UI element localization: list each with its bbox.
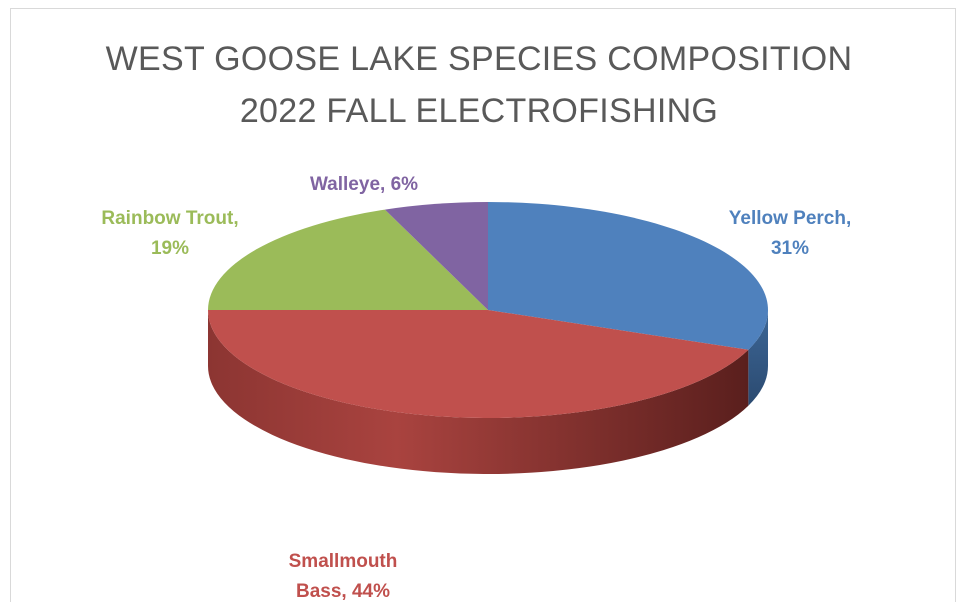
slice-walleye xyxy=(384,202,488,310)
slice-yellow-perch-label: Yellow Perch, 31% xyxy=(729,208,852,259)
chart-subtitle: 2022 FALL ELECTROFISHING xyxy=(239,92,719,130)
slice-yellow-perch xyxy=(488,202,768,350)
slice-rainbow-trout xyxy=(208,209,488,310)
slice-smallmouth-bass-label: Smallmouth Bass, 44% xyxy=(289,551,398,602)
slice-rainbow-trout-label: Rainbow Trout, 19% xyxy=(101,208,238,259)
slice-smallmouth-bass-side xyxy=(208,310,749,474)
slice-walleye-label: Walleye, 6% xyxy=(310,174,418,195)
slice-smallmouth-bass xyxy=(208,310,749,419)
chart-title: WEST GOOSE LAKE SPECIES COMPOSITION xyxy=(105,40,853,78)
slice-yellow-perch-side xyxy=(748,310,768,406)
